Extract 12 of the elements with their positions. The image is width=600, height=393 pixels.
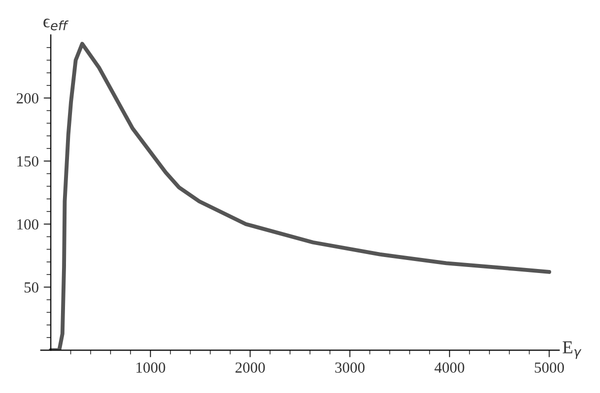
y-axis-title: ϵ$_{eff}$ (43, 18, 69, 30)
x-axis-title: E$_{γ}$ (562, 341, 582, 359)
x-tick-label: 2000 (236, 362, 265, 373)
x-tick-label: 3000 (335, 362, 365, 373)
y-tick-label: 200 (16, 93, 38, 104)
x-tick-label: 5000 (534, 362, 564, 373)
x-tick-label: 4000 (434, 362, 464, 373)
y-tick-label: 100 (17, 219, 38, 230)
line-series (48, 42, 552, 350)
y-tick-label: 50 (24, 282, 38, 293)
x-tick-label: 1000 (136, 362, 166, 373)
y-tick-label: 150 (17, 156, 38, 166)
